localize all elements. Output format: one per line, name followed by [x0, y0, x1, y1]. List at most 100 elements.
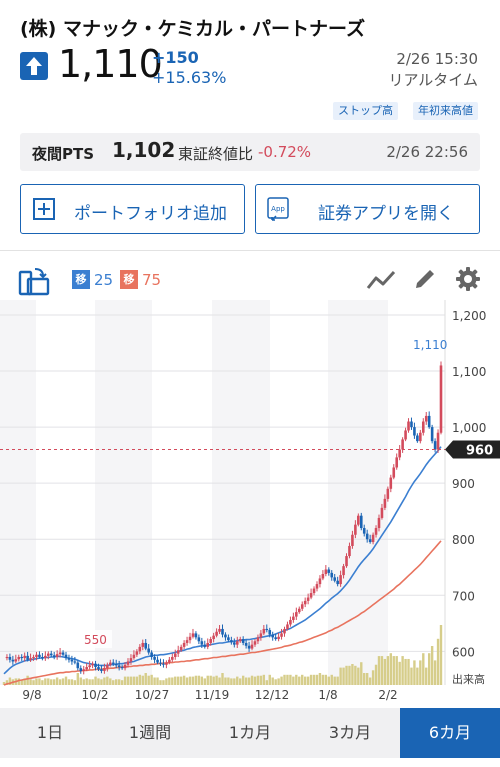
volume-bar: [174, 676, 177, 685]
volume-bar: [365, 673, 369, 685]
volume-bar: [8, 677, 12, 685]
volume-bar: [351, 664, 354, 685]
tab-6month[interactable]: 6カ月: [400, 708, 500, 758]
volume-bar: [404, 658, 407, 685]
app-icon-text: App: [271, 205, 285, 213]
volume-bar: [250, 675, 254, 685]
candle-body: [29, 658, 32, 660]
volume-bar: [247, 677, 251, 685]
candle-body: [159, 662, 162, 664]
candle-body: [82, 669, 86, 671]
volume-bar: [268, 674, 271, 685]
rotate-screen-icon[interactable]: [18, 266, 50, 300]
candle-body: [362, 528, 366, 534]
volume-bar: [227, 677, 230, 685]
chart-band: [0, 300, 36, 685]
candle-body: [76, 662, 80, 669]
volume-bar: [259, 675, 263, 685]
volume-bar: [82, 679, 85, 685]
candle-body: [120, 667, 124, 669]
candle-body: [97, 667, 100, 670]
candle-body: [339, 575, 342, 585]
pencil-icon[interactable]: [412, 266, 438, 296]
candle-body: [212, 635, 215, 640]
candle-body: [345, 556, 348, 567]
candle-body: [306, 597, 310, 601]
pts-compare-label: 東証終値比: [178, 145, 254, 163]
candle-body: [280, 633, 283, 637]
volume-bar: [433, 660, 437, 685]
candle-body: [295, 612, 298, 617]
candle-body: [321, 574, 325, 579]
candle-body: [179, 646, 183, 651]
candle-body: [244, 642, 248, 646]
volume-bar: [422, 653, 425, 685]
volume-bar: [295, 674, 298, 685]
candle-body: [318, 578, 322, 585]
volume-bar: [439, 625, 443, 685]
ma-long-tag[interactable]: 移: [120, 270, 138, 289]
candle-body: [357, 515, 360, 525]
price-chart[interactable]: 1,200 1,100 1,000 900 800 700 600 960 1,110 550 出来…: [0, 300, 500, 704]
tab-1week[interactable]: 1週間: [128, 723, 172, 742]
volume-bar: [132, 676, 136, 685]
ma-short-tag[interactable]: 移: [72, 270, 90, 289]
candle-body: [88, 665, 91, 668]
tab-3month[interactable]: 3カ月: [328, 723, 372, 742]
candle-body: [46, 653, 50, 656]
pts-label: 夜間PTS: [32, 145, 95, 163]
candle-body: [200, 641, 204, 645]
candle-body: [5, 656, 9, 659]
candle-body: [117, 665, 121, 668]
candle-body: [315, 584, 319, 589]
candle-body: [283, 628, 286, 634]
ma-long-value: 75: [142, 271, 162, 289]
ma25-line: [3, 446, 442, 675]
candle-body: [129, 658, 133, 662]
volume-bar: [348, 665, 351, 685]
candle-body: [277, 636, 280, 640]
candle-body: [70, 659, 74, 662]
candle-body: [108, 662, 112, 665]
volume-bar: [306, 676, 310, 685]
candle-body: [377, 517, 381, 529]
volume-bar: [70, 679, 74, 685]
current-price: 1,110: [58, 42, 163, 86]
add-portfolio-button[interactable]: ポートフォリオ追加: [20, 184, 245, 234]
volume-bar: [200, 676, 204, 685]
tab-1month[interactable]: 1カ月: [228, 723, 272, 742]
volume-bar: [283, 674, 286, 685]
candle-body: [147, 648, 150, 653]
volume-bar: [389, 653, 393, 685]
candle-body: [389, 477, 393, 489]
candle-body: [348, 545, 351, 557]
x-tick-label: 10/27: [135, 688, 170, 702]
volume-bar: [345, 665, 348, 685]
open-app-button[interactable]: App 証券アプリを開く: [255, 184, 480, 234]
candle-body: [20, 656, 24, 659]
candle-body: [297, 608, 301, 613]
volume-bar: [35, 678, 38, 685]
candle-body: [333, 577, 337, 581]
volume-bar: [292, 676, 295, 685]
volume-bar: [212, 676, 215, 685]
volume-bar: [262, 674, 266, 685]
candle-body: [230, 640, 233, 643]
gear-icon[interactable]: [455, 266, 481, 296]
candle-body: [410, 421, 413, 428]
tab-1day[interactable]: 1日: [36, 723, 64, 742]
volume-bar: [241, 675, 245, 685]
candle-body: [262, 628, 266, 634]
line-chart-icon[interactable]: [366, 268, 396, 296]
candle-body: [253, 641, 257, 645]
volume-bar: [413, 660, 416, 685]
candle-body: [141, 642, 145, 647]
volume-bar: [425, 667, 428, 685]
volume-bar: [147, 675, 150, 685]
candle-body: [103, 668, 106, 671]
candle-body: [114, 663, 118, 666]
volume-bar: [224, 677, 227, 685]
y-tick-label: 600: [452, 645, 475, 659]
volume-bar: [265, 680, 268, 685]
candle-body: [439, 365, 443, 433]
